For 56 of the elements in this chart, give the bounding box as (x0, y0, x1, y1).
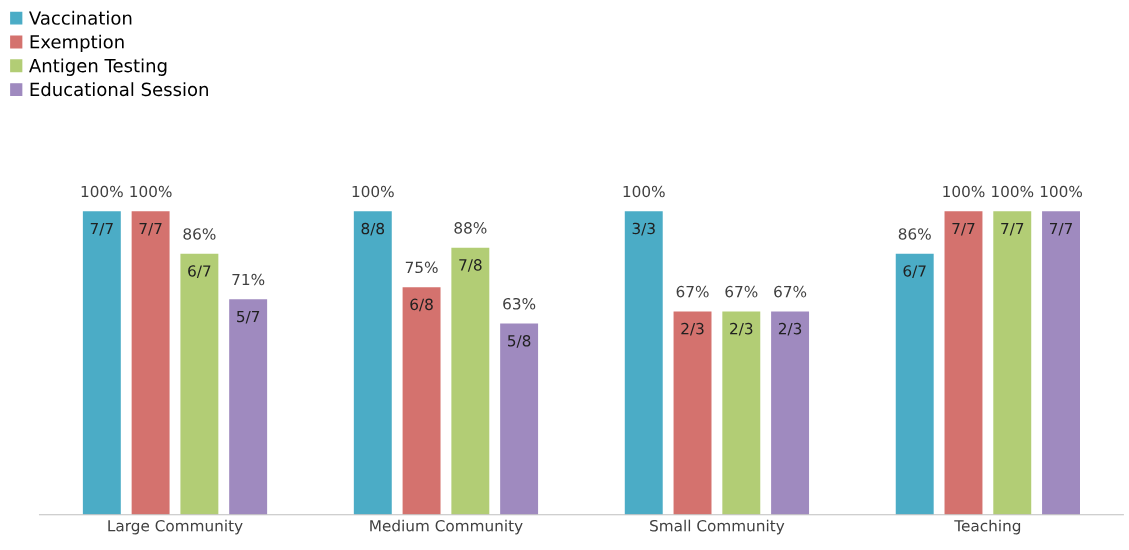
legend-label: Vaccination (29, 10, 132, 25)
bar (82, 211, 121, 515)
bar (722, 311, 761, 515)
annotation: 3/3 (632, 222, 655, 236)
annotation: 7/7 (1001, 222, 1024, 236)
x-tick-label: Small Community (650, 519, 785, 535)
data-label: 100% (352, 185, 394, 198)
data-label: 86% (898, 228, 931, 240)
bar (673, 311, 712, 515)
bar (451, 247, 490, 515)
annotation: 2/3 (681, 322, 704, 336)
bar (180, 253, 219, 515)
data-label: 100% (130, 185, 172, 198)
data-label: 100% (943, 185, 985, 198)
bar (944, 211, 983, 515)
bar (500, 323, 539, 515)
bar (353, 211, 392, 515)
bar (624, 211, 663, 515)
data-label: 100% (623, 185, 665, 198)
x-tick-label: Large Community (108, 519, 243, 535)
bar (771, 311, 810, 515)
annotation: 8/8 (361, 222, 385, 236)
annotation: 7/7 (90, 222, 113, 236)
annotation: 6/8 (410, 298, 433, 312)
annotation: 7/7 (139, 222, 162, 236)
legend-label: Exemption (30, 34, 124, 53)
annotation: 5/7 (237, 310, 260, 324)
data-label: 67% (725, 285, 758, 298)
annotation: 6/7 (903, 265, 926, 278)
bar (229, 299, 268, 515)
annotation: 7/8 (459, 259, 482, 272)
x-tick-label: Teaching (954, 519, 1021, 535)
data-label: 88% (454, 222, 487, 234)
x-tick-label: Medium Community (370, 519, 523, 535)
data-label: 100% (992, 185, 1034, 198)
data-label: 67% (676, 285, 709, 298)
bar (402, 287, 441, 515)
data-label: 100% (1040, 185, 1083, 198)
annotation: 7/7 (952, 222, 975, 236)
annotation: 7/7 (1049, 222, 1073, 236)
bar (131, 211, 170, 515)
annotation: 5/8 (508, 334, 531, 348)
legend-label: Antigen Testing (29, 58, 167, 76)
bar (993, 211, 1032, 515)
bar (895, 253, 934, 515)
data-label: 71% (232, 273, 265, 286)
annotation: 6/7 (188, 265, 211, 278)
data-label: 75% (405, 261, 438, 274)
data-label: 63% (503, 297, 536, 310)
legend-label: Educational Session (30, 82, 208, 97)
data-label: 86% (183, 228, 216, 240)
data-label: 67% (774, 285, 807, 298)
bar (1042, 211, 1080, 515)
data-label: 100% (81, 185, 123, 198)
annotation: 2/3 (730, 322, 753, 336)
annotation: 2/3 (778, 322, 802, 336)
